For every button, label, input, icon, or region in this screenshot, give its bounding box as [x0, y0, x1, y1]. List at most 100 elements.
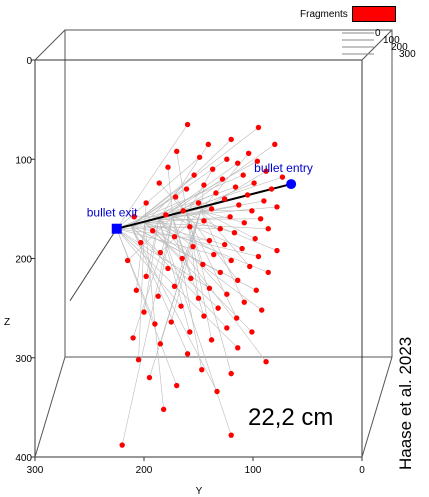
fragment-point	[133, 287, 140, 293]
bullet-path-extension	[69, 228, 118, 301]
fragment-point	[232, 184, 239, 190]
fragment-point	[213, 190, 219, 196]
fragment-point	[206, 237, 213, 244]
fragment-trail	[186, 208, 212, 215]
fragment-point	[195, 200, 202, 206]
fragment-trail	[200, 153, 249, 211]
fragment-point	[196, 154, 203, 160]
fragment-point	[224, 325, 230, 331]
depth-tick-label: 0	[375, 28, 381, 39]
fragment-point	[206, 285, 213, 291]
fragment-point	[231, 229, 238, 236]
fragment-point	[195, 295, 202, 301]
box-edge-tr	[361, 29, 393, 61]
fragment-trail	[172, 216, 235, 233]
plot-box	[34, 29, 393, 458]
fragment-point	[209, 166, 216, 172]
fragment-point	[157, 249, 164, 256]
fragment-point	[172, 194, 179, 200]
fragment-trail	[116, 228, 182, 307]
fragment-points	[119, 121, 286, 448]
fragment-trail	[186, 213, 238, 281]
fragment-point	[157, 341, 164, 347]
fragment-trail	[144, 202, 147, 223]
fragment-point	[224, 156, 230, 162]
fragment-point	[263, 359, 269, 365]
fragment-point	[143, 273, 149, 280]
fragment-trail	[172, 216, 243, 249]
fragment-point	[221, 241, 228, 248]
box-edge-tl	[34, 29, 66, 61]
fragment-point	[152, 321, 158, 327]
fragment-point	[217, 269, 223, 276]
fragment-point	[217, 226, 223, 232]
fragment-point	[146, 374, 153, 381]
fragment-trail	[130, 225, 188, 354]
fragment-trail	[144, 222, 164, 410]
fragment-point	[233, 315, 240, 321]
z-tick-label: 100	[15, 155, 32, 166]
y-axis-ticks: 300 200 100 0	[27, 457, 365, 476]
fragment-point	[227, 214, 233, 220]
fragment-point	[245, 150, 252, 156]
fragment-point	[274, 247, 280, 254]
fragment-point	[249, 329, 255, 335]
fragment-point	[165, 265, 171, 272]
fragment-point	[208, 337, 215, 343]
fragment-point	[255, 253, 262, 260]
fragment-point	[228, 257, 234, 264]
fragment-point	[130, 335, 136, 341]
fragment-trail	[200, 210, 245, 303]
fragment-trail	[172, 216, 203, 370]
fragment-point	[155, 293, 161, 299]
fragment-trail	[127, 216, 173, 261]
z-tick-label: 200	[15, 255, 32, 266]
fragment-point	[187, 224, 193, 230]
fragment-trail	[144, 222, 253, 333]
fragment-point	[160, 406, 167, 413]
z-tick-label: 300	[15, 354, 32, 365]
scale-label: 22,2 cm	[248, 404, 334, 431]
fragment-point	[183, 186, 190, 192]
fragment-point	[239, 245, 245, 252]
fragment-trail	[186, 169, 213, 214]
y-axis-title: Y	[196, 486, 203, 497]
fragment-point	[244, 192, 251, 198]
fragment-point	[187, 329, 193, 335]
depth-tick-label: 300	[399, 49, 416, 60]
fragment-point	[235, 277, 241, 284]
fragment-trail	[144, 139, 232, 223]
z-tick-label: 0	[26, 56, 32, 67]
fragment-point	[178, 303, 184, 309]
fragment-point	[255, 124, 262, 131]
bullet-exit-marker	[111, 223, 122, 234]
y-tick-label: 100	[245, 465, 262, 476]
fragment-point	[272, 141, 278, 148]
fragment-trail	[116, 228, 177, 386]
y-tick-label: 300	[27, 465, 44, 476]
fragment-point	[208, 206, 215, 212]
fragment-trail	[158, 219, 267, 362]
fragment-point	[124, 257, 131, 264]
front-face	[34, 59, 363, 458]
fragment-trail	[130, 174, 195, 226]
fragment-point	[252, 235, 258, 242]
fragment-point	[191, 172, 197, 178]
fragment-point	[215, 305, 221, 311]
fragment-point	[241, 299, 247, 305]
fragment-trail	[200, 210, 250, 267]
box-edge-br	[361, 356, 393, 458]
fragment-point	[180, 208, 186, 214]
fragment-point	[247, 263, 253, 270]
fragment-trail	[200, 210, 245, 224]
bullet-exit-label: bullet exit	[87, 206, 138, 220]
fragment-trail	[116, 228, 238, 349]
y-tick-label: 0	[359, 465, 365, 476]
depth-tick-label: 100	[383, 35, 400, 46]
fragment-trail	[116, 157, 200, 229]
fragment-point	[200, 261, 206, 268]
fragment-point	[221, 196, 228, 202]
fragment-trail	[121, 216, 174, 446]
citation: Haase et al. 2023	[396, 336, 415, 470]
fragment-trail	[186, 213, 232, 374]
